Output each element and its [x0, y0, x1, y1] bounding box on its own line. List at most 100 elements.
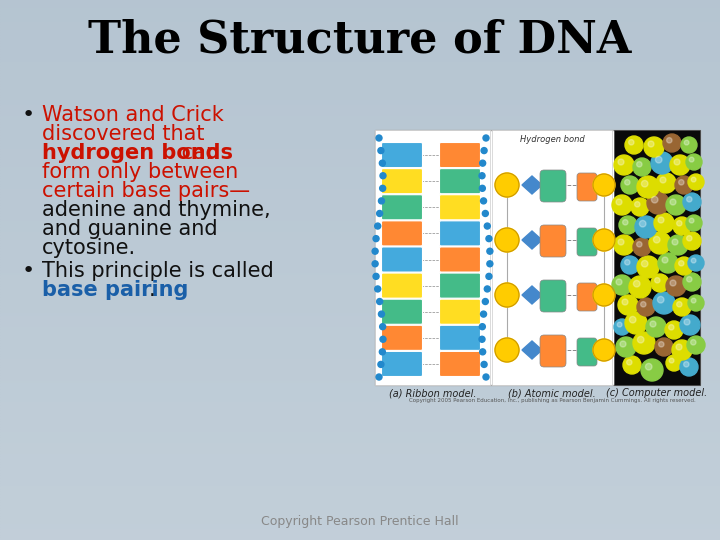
Bar	[0, 130, 720, 132]
Text: This principle is called: This principle is called	[42, 261, 274, 281]
Circle shape	[675, 257, 693, 275]
Bar	[0, 65, 720, 68]
Bar	[0, 251, 720, 254]
Bar	[0, 472, 720, 475]
Bar	[0, 62, 720, 65]
Bar	[0, 14, 720, 16]
Bar	[0, 19, 720, 22]
Circle shape	[669, 358, 674, 363]
Bar	[0, 57, 720, 59]
Bar	[0, 302, 720, 305]
FancyBboxPatch shape	[577, 228, 597, 256]
Bar	[0, 338, 720, 340]
Bar	[0, 116, 720, 119]
Circle shape	[485, 223, 490, 229]
Bar	[0, 122, 720, 124]
Circle shape	[655, 157, 662, 163]
Circle shape	[648, 141, 654, 147]
Bar	[0, 186, 720, 189]
Bar	[0, 367, 720, 370]
Bar	[0, 30, 720, 32]
Bar	[0, 416, 720, 418]
Bar	[0, 219, 720, 221]
Circle shape	[651, 274, 669, 292]
Circle shape	[616, 337, 636, 357]
Circle shape	[624, 260, 630, 265]
Bar	[0, 135, 720, 138]
Bar	[375, 130, 700, 385]
Circle shape	[378, 147, 384, 153]
Circle shape	[621, 176, 639, 194]
Circle shape	[629, 276, 651, 298]
Circle shape	[377, 299, 382, 305]
Circle shape	[688, 174, 704, 190]
Bar	[0, 216, 720, 219]
Bar	[0, 238, 720, 240]
Circle shape	[479, 336, 485, 342]
Circle shape	[486, 273, 492, 279]
Text: discovered that: discovered that	[42, 124, 204, 144]
Circle shape	[636, 161, 642, 167]
Bar	[0, 127, 720, 130]
Bar	[0, 497, 720, 500]
Circle shape	[642, 260, 648, 267]
Bar	[375, 130, 490, 385]
FancyBboxPatch shape	[382, 273, 423, 298]
Bar	[0, 73, 720, 76]
Circle shape	[379, 185, 386, 191]
Bar	[0, 346, 720, 348]
Bar	[0, 435, 720, 437]
Bar	[0, 213, 720, 216]
Bar	[0, 400, 720, 402]
Bar	[0, 375, 720, 378]
Circle shape	[631, 198, 649, 216]
Circle shape	[623, 220, 628, 225]
Circle shape	[681, 137, 697, 153]
Circle shape	[673, 217, 691, 235]
Bar	[0, 362, 720, 364]
Bar	[0, 418, 720, 421]
Bar	[0, 316, 720, 319]
Polygon shape	[596, 288, 612, 302]
Circle shape	[680, 315, 700, 335]
Circle shape	[690, 340, 696, 345]
Circle shape	[689, 157, 694, 162]
Bar	[0, 3, 720, 5]
Bar	[0, 500, 720, 502]
Bar	[0, 373, 720, 375]
Circle shape	[483, 374, 489, 380]
Bar	[0, 81, 720, 84]
Polygon shape	[522, 341, 542, 359]
Circle shape	[683, 273, 701, 291]
Bar	[0, 378, 720, 381]
Circle shape	[616, 279, 622, 285]
Circle shape	[647, 192, 669, 214]
Bar	[0, 278, 720, 281]
Circle shape	[652, 197, 658, 203]
Circle shape	[379, 198, 384, 204]
Circle shape	[688, 295, 704, 311]
Bar	[0, 518, 720, 521]
Circle shape	[624, 180, 630, 185]
Bar	[0, 456, 720, 459]
Circle shape	[676, 344, 682, 350]
FancyBboxPatch shape	[439, 325, 480, 350]
Circle shape	[670, 155, 690, 175]
Bar	[0, 389, 720, 392]
Circle shape	[666, 195, 686, 215]
Circle shape	[683, 362, 689, 367]
Bar	[0, 310, 720, 313]
Bar	[0, 270, 720, 273]
Text: base pairing: base pairing	[42, 280, 189, 300]
Bar	[0, 22, 720, 24]
Circle shape	[637, 176, 659, 198]
Circle shape	[616, 199, 622, 205]
Circle shape	[482, 211, 488, 217]
Bar	[0, 170, 720, 173]
Bar	[0, 286, 720, 289]
Bar	[0, 440, 720, 443]
Circle shape	[593, 174, 615, 196]
Bar	[0, 475, 720, 478]
Bar	[0, 68, 720, 70]
Bar	[0, 54, 720, 57]
